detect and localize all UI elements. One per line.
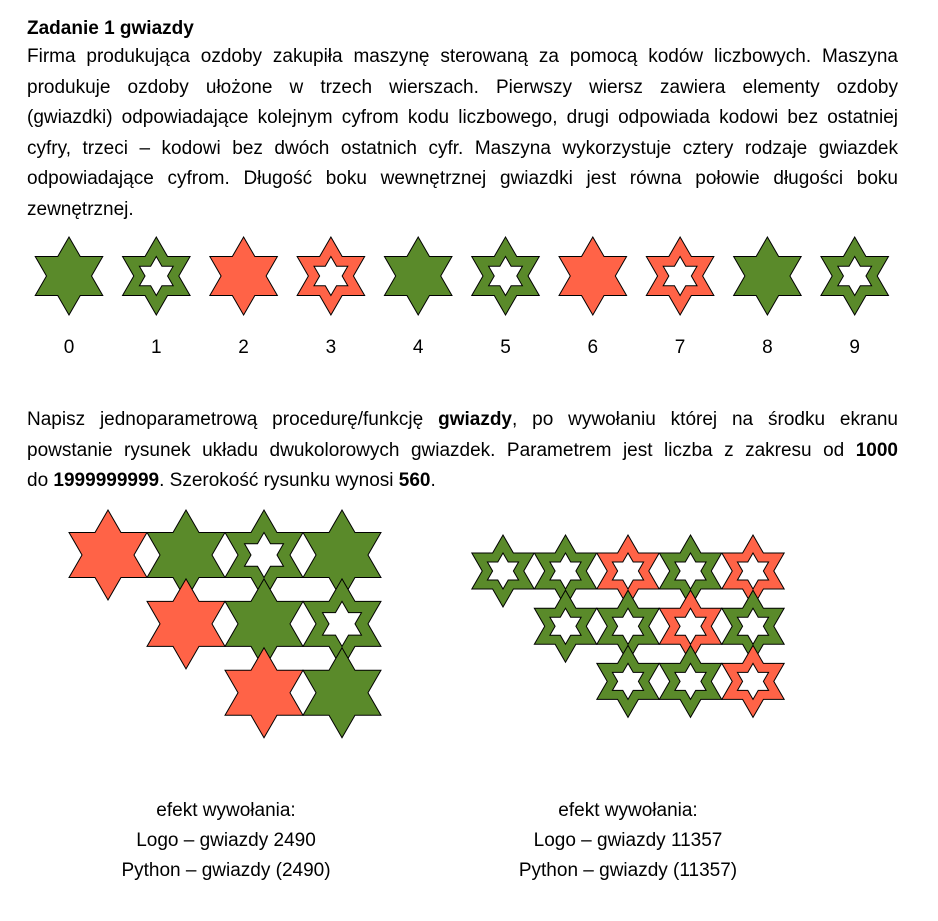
example-star-inner — [736, 552, 770, 590]
task-text: . Szerokość rysunku wynosi — [159, 470, 399, 491]
digit-label: 1 — [151, 337, 162, 358]
intro-line: (gwiazdki) odpowiadające kolejnym cyfrom… — [27, 107, 898, 128]
task-line: powstanie rysunek układu dwukolorowych g… — [27, 436, 898, 467]
example-star-inner — [611, 662, 645, 701]
caption-effect: efekt wywołania: — [558, 800, 698, 821]
example-star-inner — [321, 600, 363, 648]
example-star-inner — [549, 607, 582, 646]
example-star-inner — [611, 607, 645, 646]
caption-python: Python – gwiazdy (2490) — [121, 860, 331, 881]
digit-label: 0 — [63, 337, 75, 358]
example-star-inner — [736, 607, 770, 646]
digit-label: 8 — [762, 337, 773, 358]
task-title: Zadanie 1 gwiazdy — [27, 18, 194, 39]
digit-star-inner — [487, 255, 524, 297]
task-text: powstanie rysunek układu dwukolorowych g… — [27, 439, 856, 461]
intro-line: cyfry, trzeci – kodowi bez dwóch ostatni… — [27, 137, 898, 159]
task-text: . — [430, 470, 436, 491]
example-star — [302, 646, 382, 739]
digit-label: 6 — [587, 337, 599, 358]
digit-star-inner — [662, 255, 698, 297]
example-caption-2: efekt wywołania: Logo – gwiazdy 11357 Py… — [468, 796, 788, 886]
function-name: gwiazdy — [438, 409, 512, 430]
caption-python: Python – gwiazdy (11357) — [518, 860, 738, 881]
intro-line: Firma produkująca ozdoby zakupiła maszyn… — [27, 46, 898, 67]
example-star-inner — [486, 552, 520, 590]
digit-star — [208, 236, 279, 316]
digit-label: 2 — [238, 337, 249, 358]
digit-star — [558, 236, 628, 316]
example-star-inner — [674, 662, 707, 701]
caption-logo: Logo – gwiazdy 2490 — [136, 830, 316, 851]
example-star-inner — [549, 552, 582, 590]
example-star-inner — [243, 531, 285, 579]
task-text: Napisz jednoparametrową procedurę/funkcj… — [27, 409, 439, 430]
intro-line: zewnętrznej. — [27, 198, 134, 220]
intro-paragraph: Firma produkująca ozdoby zakupiła maszyn… — [27, 42, 898, 225]
digit-star — [383, 236, 453, 316]
task-text: , po wywołaniu której na środku ekranu — [512, 409, 898, 430]
task-paragraph: Napisz jednoparametrową procedurę/funkcj… — [27, 405, 898, 497]
digit-label: 5 — [500, 337, 511, 358]
digit-star — [732, 236, 803, 316]
caption-effect: efekt wywołania: — [156, 800, 296, 821]
example-star-inner — [611, 552, 645, 590]
digit-label: 4 — [412, 337, 424, 358]
digit-label: 9 — [849, 337, 860, 358]
digit-star-inner — [138, 255, 175, 297]
task-text: do — [27, 470, 54, 491]
task-line: do 1999999999. Szerokość rysunku wynosi … — [27, 466, 898, 497]
digit-star-inner — [313, 255, 349, 297]
intro-line: produkuje ozdoby ułożone w trzech wiersz… — [27, 76, 898, 98]
digit-star — [34, 236, 104, 316]
intro-line: odpowiadające cyfrom. Długość boku wewnę… — [27, 168, 898, 189]
drawing-width: 560 — [398, 470, 431, 491]
example-star-inner — [674, 552, 707, 590]
task-line: Napisz jednoparametrową procedurę/funkcj… — [27, 405, 898, 436]
digit-label: 7 — [674, 337, 686, 358]
example-star-inner — [736, 662, 770, 701]
example-star-inner — [674, 607, 707, 646]
range-min: 1000 — [855, 439, 898, 461]
digit-label: 3 — [325, 337, 337, 358]
caption-logo: Logo – gwiazdy 11357 — [533, 830, 723, 851]
digit-star-inner — [836, 255, 873, 297]
example-caption-1: efekt wywołania: Logo – gwiazdy 2490 Pyt… — [66, 796, 386, 886]
range-max: 1999999999 — [53, 470, 160, 491]
